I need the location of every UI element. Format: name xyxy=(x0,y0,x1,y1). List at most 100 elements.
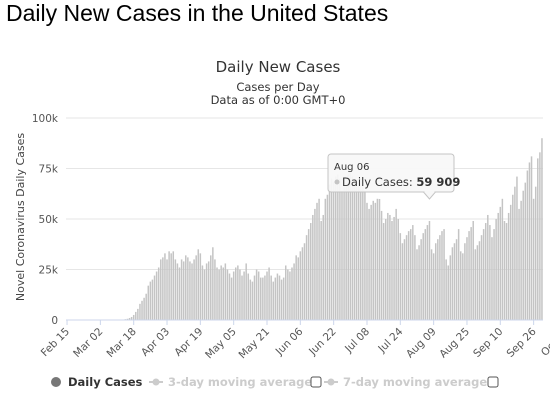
bar xyxy=(130,316,133,320)
legend-item-daily-cases[interactable]: Daily Cases xyxy=(51,375,143,389)
legend-marker-daily-cases xyxy=(51,377,61,387)
tooltip-series-label: Daily Cases: 59 909 xyxy=(342,175,460,189)
bar xyxy=(376,198,379,320)
bar xyxy=(257,271,260,320)
bar xyxy=(355,186,358,320)
chart-subtitle: Cases per Day xyxy=(236,80,319,94)
bar xyxy=(153,275,156,320)
bar xyxy=(166,259,168,320)
x-tick-label: Sep 10 xyxy=(471,326,505,360)
bar xyxy=(280,279,283,320)
bar xyxy=(201,265,204,320)
bar xyxy=(291,267,293,320)
legend-label-daily-cases: Daily Cases xyxy=(68,375,143,389)
bar xyxy=(266,271,268,320)
bar xyxy=(245,263,247,320)
bar xyxy=(416,249,418,320)
bar xyxy=(151,279,154,320)
bar xyxy=(482,229,485,320)
bar xyxy=(178,267,181,320)
bar xyxy=(503,221,506,320)
bar xyxy=(397,219,399,320)
bar xyxy=(237,265,239,320)
bar xyxy=(289,271,291,320)
legend-checkbox-3day[interactable] xyxy=(310,376,322,388)
bar xyxy=(334,176,337,320)
bar xyxy=(349,172,352,320)
bar xyxy=(128,317,131,320)
tooltip-date: Aug 06 xyxy=(334,162,369,173)
bar xyxy=(382,223,385,320)
bar xyxy=(484,223,487,320)
bar xyxy=(249,279,252,320)
bar xyxy=(168,251,170,320)
bar xyxy=(359,178,362,320)
bar xyxy=(307,229,310,320)
bar xyxy=(528,162,531,320)
legend-marker-3day xyxy=(152,378,160,386)
legend-item-7day[interactable]: 7-day moving average xyxy=(324,375,487,389)
bar xyxy=(476,245,479,320)
bar xyxy=(135,311,137,320)
bar xyxy=(322,214,324,320)
bar xyxy=(470,227,472,320)
bar xyxy=(489,225,491,320)
legend: Daily Cases 3-day moving average 7-day m… xyxy=(51,375,499,389)
bar xyxy=(212,247,214,320)
bar xyxy=(445,259,447,320)
bar xyxy=(457,229,460,320)
bar xyxy=(147,285,150,320)
bar xyxy=(214,259,216,320)
bar xyxy=(320,221,322,320)
bar xyxy=(387,212,389,320)
bar xyxy=(501,198,504,320)
bar xyxy=(251,281,254,320)
bar xyxy=(268,267,270,320)
chart-subtitle-date: Data as of 0:00 GMT+0 xyxy=(211,93,346,107)
legend-label-3day: 3-day moving average xyxy=(168,375,312,389)
tooltip-box xyxy=(327,153,455,193)
bar xyxy=(255,269,258,320)
bar xyxy=(180,259,183,320)
bar xyxy=(412,225,414,320)
bar xyxy=(453,243,456,320)
bar xyxy=(420,239,422,320)
bar xyxy=(182,261,185,320)
bar xyxy=(466,237,468,320)
x-tick-label: Feb 15 xyxy=(39,326,72,359)
bar xyxy=(278,275,281,320)
bar xyxy=(187,257,189,320)
bar xyxy=(295,255,297,320)
bar xyxy=(272,281,275,320)
x-tick-label: Mar 02 xyxy=(71,326,105,360)
bar xyxy=(491,237,493,320)
bar xyxy=(226,269,229,320)
bar xyxy=(439,235,441,320)
bar xyxy=(164,253,166,320)
bar xyxy=(378,198,381,320)
bar xyxy=(480,235,483,320)
bar xyxy=(409,229,412,320)
legend-checkbox-7day[interactable] xyxy=(487,376,499,388)
bar xyxy=(157,267,160,320)
legend-item-3day[interactable]: 3-day moving average xyxy=(149,375,312,389)
bar xyxy=(403,239,406,320)
bar xyxy=(287,269,289,320)
legend-label-7day: 7-day moving average xyxy=(343,375,487,389)
bar xyxy=(337,174,339,320)
bar xyxy=(366,202,368,320)
bar xyxy=(474,249,477,320)
bar xyxy=(493,229,495,320)
y-tick-label: 0 xyxy=(51,315,58,327)
bar xyxy=(326,194,329,320)
x-tick-label: Aug 25 xyxy=(437,326,472,361)
bar xyxy=(218,269,220,320)
bar xyxy=(407,231,410,320)
bar xyxy=(216,267,218,320)
bar xyxy=(455,239,458,320)
bar xyxy=(443,229,445,320)
bar xyxy=(449,255,452,320)
bar xyxy=(380,210,383,320)
bar xyxy=(497,212,499,320)
bar xyxy=(264,275,266,320)
